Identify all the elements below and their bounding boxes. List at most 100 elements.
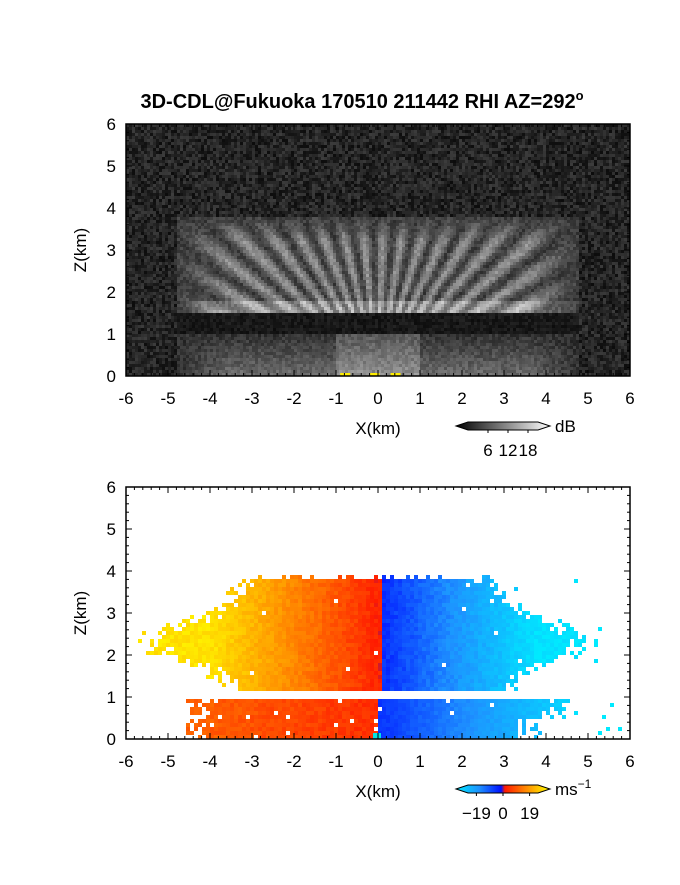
backscatter-cell — [483, 208, 486, 211]
backscatter-cell — [189, 211, 192, 214]
backscatter-cell — [246, 151, 249, 154]
backscatter-cell — [129, 148, 132, 151]
backscatter-cell — [306, 178, 309, 181]
backscatter-cell — [477, 202, 480, 205]
backscatter-cell — [168, 154, 171, 157]
backscatter-cell — [414, 184, 417, 187]
backscatter-cell — [300, 160, 303, 163]
backscatter-cell — [393, 157, 396, 160]
backscatter-cell — [474, 184, 477, 187]
backscatter-cell — [468, 157, 471, 160]
backscatter-cell — [513, 193, 516, 196]
backscatter-cell — [507, 145, 510, 148]
backscatter-cell — [174, 172, 177, 175]
backscatter-cell — [144, 166, 147, 169]
backscatter-cell — [165, 139, 168, 142]
backscatter-cell — [438, 208, 441, 211]
backscatter-cell — [534, 169, 537, 172]
backscatter-cell — [327, 127, 330, 130]
backscatter-cell — [156, 157, 159, 160]
backscatter-cell — [345, 199, 348, 202]
backscatter-cell — [390, 130, 393, 133]
backscatter-cell — [600, 163, 603, 166]
backscatter-cell — [432, 139, 435, 142]
backscatter-cell — [258, 163, 261, 166]
backscatter-cell — [612, 154, 615, 157]
backscatter-cell — [372, 145, 375, 148]
backscatter-cell — [468, 169, 471, 172]
backscatter-cell — [294, 136, 297, 139]
backscatter-cell — [261, 187, 264, 190]
backscatter-cell — [555, 145, 558, 148]
backscatter-cell — [246, 160, 249, 163]
backscatter-cell — [126, 157, 129, 160]
backscatter-cell — [228, 199, 231, 202]
backscatter-cell — [258, 169, 261, 172]
backscatter-cell — [138, 130, 141, 133]
backscatter-cell — [267, 130, 270, 133]
backscatter-cell — [303, 163, 306, 166]
backscatter-cell — [342, 202, 345, 205]
backscatter-cell — [228, 169, 231, 172]
backscatter-cell — [222, 139, 225, 142]
backscatter-cell — [258, 175, 261, 178]
backscatter-cell — [282, 211, 285, 214]
backscatter-cell — [204, 130, 207, 133]
backscatter-cell — [399, 208, 402, 211]
backscatter-cell — [135, 133, 138, 136]
backscatter-cell — [189, 184, 192, 187]
backscatter-cell — [477, 187, 480, 190]
backscatter-cell — [489, 133, 492, 136]
backscatter-cell — [327, 202, 330, 205]
backscatter-cell — [615, 172, 618, 175]
backscatter-cell — [399, 178, 402, 181]
backscatter-cell — [183, 169, 186, 172]
backscatter-cell — [516, 169, 519, 172]
backscatter-cell — [264, 157, 267, 160]
backscatter-cell — [153, 169, 156, 172]
backscatter-cell — [429, 136, 432, 139]
backscatter-cell — [384, 127, 387, 130]
backscatter-cell — [324, 193, 327, 196]
backscatter-cell — [126, 175, 129, 178]
backscatter-cell — [192, 148, 195, 151]
backscatter-cell — [621, 205, 624, 208]
backscatter-cell — [288, 139, 291, 142]
backscatter-cell — [426, 148, 429, 151]
backscatter-cell — [252, 124, 255, 127]
backscatter-cell — [177, 127, 180, 130]
backscatter-cell — [252, 127, 255, 130]
backscatter-cell — [504, 151, 507, 154]
backscatter-cell — [402, 211, 405, 214]
backscatter-cell — [339, 148, 342, 151]
backscatter-cell — [534, 127, 537, 130]
backscatter-cell — [402, 127, 405, 130]
backscatter-cell — [561, 190, 564, 193]
backscatter-cell — [426, 172, 429, 175]
backscatter-cell — [471, 145, 474, 148]
backscatter-cell — [162, 163, 165, 166]
backscatter-cell — [564, 136, 567, 139]
backscatter-cell — [402, 166, 405, 169]
backscatter-cell — [279, 154, 282, 157]
backscatter-cell — [384, 175, 387, 178]
backscatter-cell — [612, 157, 615, 160]
backscatter-cell — [228, 208, 231, 211]
backscatter-cell — [627, 163, 630, 166]
backscatter-cell — [159, 163, 162, 166]
backscatter-cell — [174, 136, 177, 139]
backscatter-cell — [504, 133, 507, 136]
backscatter-cell — [195, 172, 198, 175]
backscatter-cell — [570, 127, 573, 130]
backscatter-cell — [468, 130, 471, 133]
backscatter-cell — [159, 190, 162, 193]
backscatter-cell — [627, 160, 630, 163]
backscatter-cell — [216, 193, 219, 196]
backscatter-cell — [294, 199, 297, 202]
backscatter-cell — [336, 160, 339, 163]
backscatter-cell — [132, 187, 135, 190]
backscatter-cell — [423, 127, 426, 130]
backscatter-cell — [441, 211, 444, 214]
backscatter-cell — [483, 133, 486, 136]
backscatter-cell — [306, 157, 309, 160]
